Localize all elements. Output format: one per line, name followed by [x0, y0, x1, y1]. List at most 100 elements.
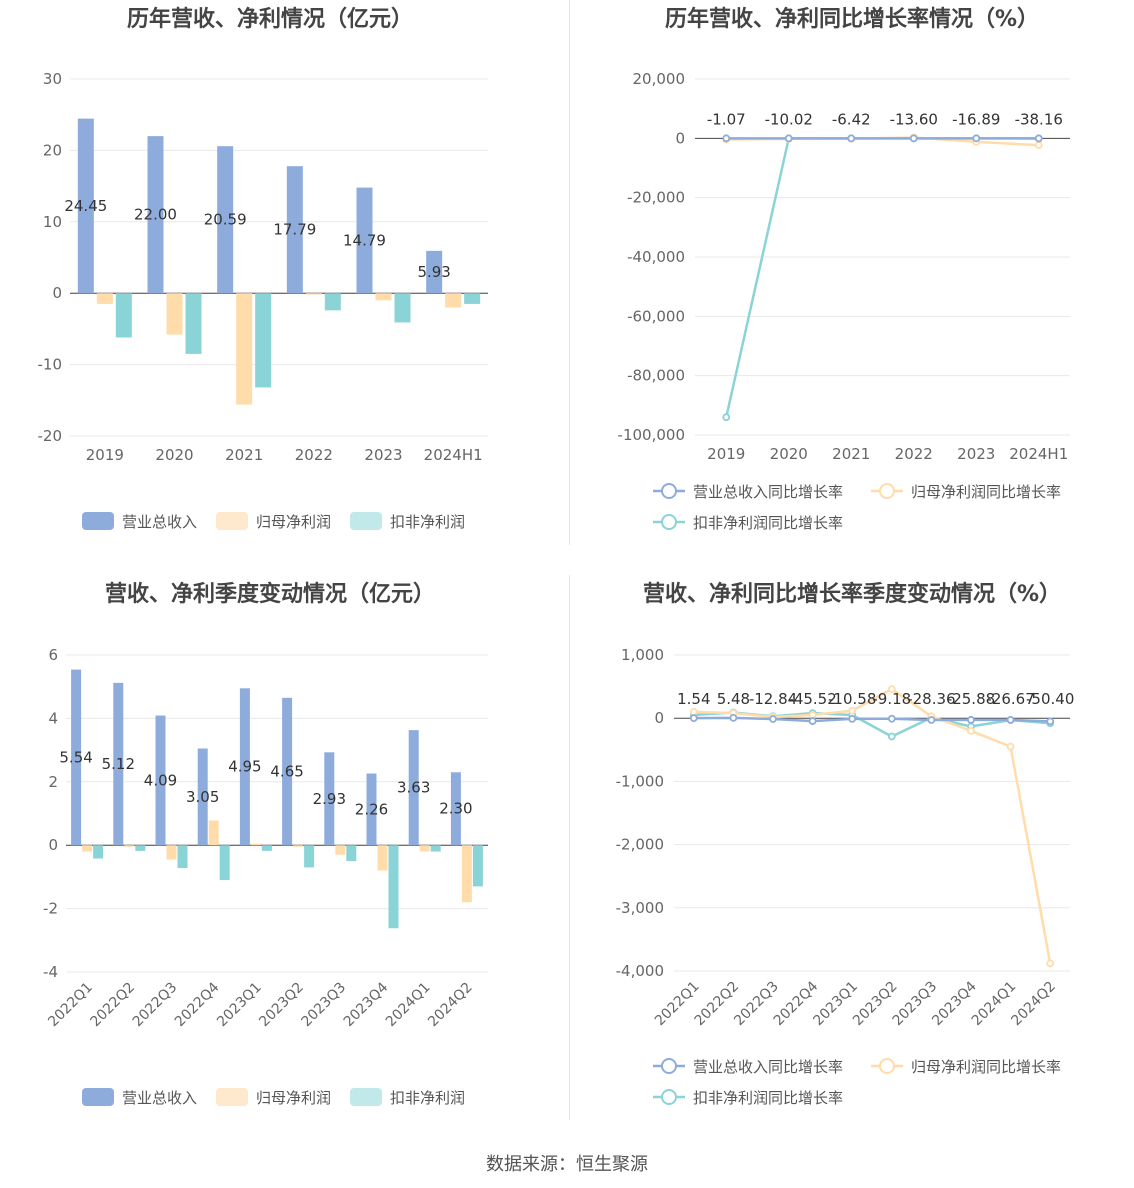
annual-growth-panel: 历年营收、净利同比增长率情况（%） 20,000 0 -20,000 -40,000 -6… — [567, 0, 1134, 560]
legend-label: 扣非净利润 — [390, 1089, 465, 1107]
data-label: -10.58 — [828, 690, 876, 708]
legend-label: 归母净利润同比增长率 — [911, 1058, 1061, 1076]
legend-label: 营业总收入同比增长率 — [693, 483, 843, 501]
legend-label: 归母净利润同比增长率 — [911, 483, 1061, 501]
bar-deducted-profit — [177, 845, 188, 869]
data-label: -1.07 — [707, 110, 746, 128]
x-tick-label: 2023Q2 — [256, 980, 307, 1031]
bar-deducted-profit — [394, 293, 411, 323]
data-label: 2.30 — [439, 800, 472, 818]
data-label: 3.05 — [186, 788, 219, 806]
chart-title: 营收、净利季度变动情况（亿元） — [105, 581, 435, 607]
chart-title: 历年营收、净利情况（亿元） — [127, 6, 413, 32]
y-tick-label: 0 — [48, 836, 58, 854]
bar-deducted-profit — [185, 293, 202, 354]
y-tick-label: 1,000 — [621, 646, 664, 664]
bar-net-profit — [375, 293, 392, 301]
bar-revenue — [450, 772, 461, 846]
y-tick-label: -60,000 — [627, 307, 685, 325]
bar-deducted-profit — [346, 845, 357, 862]
data-label: -9.18 — [872, 690, 911, 708]
data-label: -12.84 — [749, 690, 797, 708]
series-line — [693, 687, 1052, 964]
bar-net-profit — [236, 293, 253, 405]
x-tick-label: 2019 — [86, 446, 124, 464]
data-point — [808, 717, 817, 725]
bar-net-profit — [124, 845, 135, 847]
y-tick-label: 4 — [48, 709, 58, 727]
bar-deducted-profit — [430, 845, 441, 852]
data-label: 20.59 — [204, 211, 247, 229]
divider — [569, 0, 570, 545]
bar-deducted-profit — [261, 845, 272, 851]
data-label: 3.63 — [397, 779, 430, 797]
x-tick-label: 2021 — [832, 445, 870, 463]
data-label: -10.02 — [765, 110, 813, 128]
y-tick-label: 2 — [48, 773, 58, 791]
x-tick-label: 2020 — [770, 445, 808, 463]
divider — [569, 575, 570, 1120]
data-point — [808, 711, 817, 719]
data-point — [847, 134, 856, 143]
bar-deducted-profit — [388, 845, 399, 929]
data-label: 24.45 — [64, 197, 107, 215]
bar-revenue — [426, 250, 443, 294]
data-point — [848, 706, 857, 715]
x-tick-label: 2021 — [225, 446, 263, 464]
data-label: -13.60 — [890, 110, 938, 128]
x-tick-label: 2020 — [155, 446, 193, 464]
data-label: 5.48 — [717, 690, 750, 708]
bar-deducted-profit — [324, 293, 341, 311]
data-label: -26.67 — [986, 690, 1034, 708]
x-tick-label: 2023Q4 — [341, 979, 392, 1030]
data-label: 14.79 — [343, 231, 386, 249]
bar-deducted-profit — [219, 845, 230, 881]
x-tick-label: 2024H1 — [1009, 445, 1068, 463]
legend-label: 归母净利润 — [256, 1089, 331, 1107]
data-point — [689, 714, 698, 723]
bar-net-profit — [96, 293, 113, 304]
bar-revenue — [282, 697, 293, 846]
legend-swatch — [350, 512, 382, 530]
data-label: 4.65 — [270, 762, 303, 780]
y-tick-label: 30 — [43, 70, 62, 88]
data-point — [1006, 715, 1015, 724]
y-tick-label: 0 — [654, 709, 664, 727]
data-point — [1034, 134, 1043, 143]
legend-marker — [879, 483, 895, 499]
data-point — [1006, 742, 1015, 751]
bar-revenue — [408, 730, 419, 846]
bar-deducted-profit — [255, 293, 272, 388]
chart-title: 营收、净利同比增长率季度变动情况（%） — [643, 581, 1061, 607]
x-tick-label: 2022Q1 — [45, 980, 96, 1031]
y-tick-label: -40,000 — [627, 248, 685, 266]
bar-net-profit — [250, 843, 261, 846]
annual-growth-chart: 历年营收、净利同比增长率情况（%） 20,000 0 -20,000 -40,000 -6… — [618, 6, 1070, 532]
data-point — [722, 134, 731, 143]
x-tick-label: 2023Q1 — [214, 980, 265, 1031]
legend-swatch — [82, 1088, 114, 1106]
data-point — [784, 134, 793, 143]
data-label: 17.79 — [273, 221, 316, 239]
quarterly-growth-panel: 营收、净利同比增长率季度变动情况（%） 1,000 0 -1,000 -2,000 -3,… — [567, 575, 1134, 1135]
y-tick-label: -10 — [38, 356, 63, 374]
data-point — [722, 413, 731, 422]
legend-marker — [661, 483, 677, 499]
legend-marker — [661, 1089, 677, 1105]
data-point — [689, 707, 698, 716]
data-point — [769, 715, 777, 723]
data-point — [909, 134, 918, 143]
legend-label: 营业总收入 — [122, 1089, 197, 1107]
y-tick-label: 0 — [675, 129, 685, 147]
legend-swatch — [82, 512, 114, 530]
bar-net-profit — [461, 845, 472, 903]
x-tick-label: 2023Q3 — [299, 980, 350, 1031]
data-point — [972, 134, 981, 143]
legend-marker — [661, 1058, 677, 1074]
legend-swatch — [216, 1088, 248, 1106]
bar-net-profit — [335, 845, 346, 855]
data-point — [967, 715, 975, 724]
data-point — [1046, 717, 1055, 726]
data-label: 4.09 — [144, 771, 177, 789]
x-tick-label: 2023 — [957, 445, 995, 463]
